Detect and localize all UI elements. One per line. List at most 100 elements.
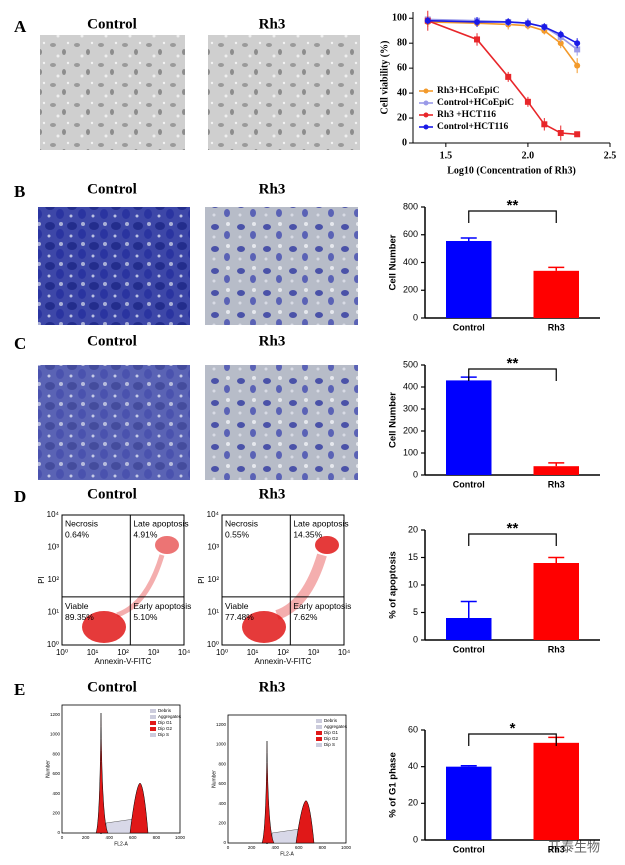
y-axis-label: Cell Number bbox=[388, 392, 399, 448]
panel-letter: A bbox=[14, 17, 27, 36]
legend-label: Rh3+HCoEpiC bbox=[437, 86, 500, 96]
flow-y-tick: 10² bbox=[47, 575, 59, 584]
hist-y-tick: 600 bbox=[52, 771, 60, 776]
flow-y-tick: 10¹ bbox=[47, 608, 59, 617]
flow-x-tick: 10³ bbox=[308, 648, 320, 657]
hist-x-tick: 200 bbox=[82, 835, 90, 840]
data-point bbox=[524, 98, 531, 105]
hist-legend-label: Dip S bbox=[324, 742, 335, 747]
quadrant-label: 14.35% bbox=[293, 529, 322, 539]
hist-legend-swatch bbox=[150, 709, 156, 713]
hist-y-tick: 400 bbox=[218, 801, 226, 806]
data-point bbox=[474, 36, 481, 43]
bar bbox=[533, 466, 579, 475]
quadrant-label: 0.55% bbox=[225, 529, 250, 539]
legend-label: Control+HCoEpiC bbox=[437, 98, 514, 108]
hist-legend-swatch bbox=[150, 721, 156, 725]
flow-y-tick: 10³ bbox=[47, 543, 59, 552]
y-tick-label: 10 bbox=[408, 579, 418, 589]
image-label: Rh3 bbox=[259, 486, 286, 502]
quadrant-label: Late apoptosis bbox=[293, 518, 348, 528]
y-tick-label: 600 bbox=[403, 229, 418, 239]
flow-x-label: Annexin-V-FITC bbox=[95, 657, 152, 666]
y-tick-label: 0 bbox=[413, 634, 418, 644]
y-tick-label: 60 bbox=[397, 62, 407, 73]
quadrant-label: Early apoptosis bbox=[133, 601, 191, 611]
significance-label: ** bbox=[507, 520, 519, 537]
quadrant-label: 0.64% bbox=[65, 529, 90, 539]
flow-x-tick: 10⁰ bbox=[56, 648, 68, 657]
y-axis-label: % of G1 phase bbox=[388, 752, 399, 817]
y-tick-label: 0 bbox=[402, 137, 407, 148]
y-tick-label: 0 bbox=[413, 834, 418, 844]
panel-letter: C bbox=[14, 334, 26, 353]
legend-marker bbox=[423, 124, 429, 130]
legend-marker bbox=[423, 112, 429, 118]
hist-y-tick: 1000 bbox=[216, 742, 227, 747]
panel-letter: B bbox=[14, 182, 25, 201]
legend-marker bbox=[423, 100, 429, 106]
image-label: Control bbox=[87, 333, 137, 349]
x-tick-label: Rh3 bbox=[548, 322, 565, 332]
image-label: Rh3 bbox=[259, 679, 286, 695]
y-axis-label: % of apoptosis bbox=[388, 551, 399, 619]
micrograph bbox=[40, 35, 185, 150]
data-point bbox=[524, 20, 531, 27]
hist-legend-label: Dip G2 bbox=[158, 726, 173, 731]
flow-x-tick: 10² bbox=[277, 648, 289, 657]
cell-cloud bbox=[155, 536, 179, 554]
hist-x-tick: 400 bbox=[271, 845, 279, 850]
cell-scatter bbox=[116, 554, 165, 618]
flow-y-tick: 10¹ bbox=[207, 608, 219, 617]
hist-x-tick: 200 bbox=[248, 845, 256, 850]
legend-label: Rh3 +HCT116 bbox=[437, 110, 496, 120]
bar bbox=[446, 380, 492, 475]
x-tick-label: Rh3 bbox=[548, 479, 565, 489]
y-tick-label: 20 bbox=[408, 798, 418, 808]
hist-y-tick: 800 bbox=[52, 751, 60, 756]
quadrant-label: 5.10% bbox=[133, 612, 158, 622]
y-tick-label: 20 bbox=[397, 112, 407, 123]
y-tick-label: 40 bbox=[397, 87, 407, 98]
data-point bbox=[541, 23, 548, 30]
flow-x-label: Annexin-V-FITC bbox=[255, 657, 312, 666]
hist-legend-label: Dip G1 bbox=[324, 730, 339, 735]
image-label: Control bbox=[87, 181, 137, 197]
x-tick-label: Control bbox=[453, 479, 485, 489]
quadrant-label: 89.35% bbox=[65, 612, 94, 622]
x-tick-label: 2.5 bbox=[604, 150, 617, 161]
y-axis-label: Cell viability (%) bbox=[379, 41, 390, 115]
significance-bracket bbox=[468, 368, 557, 381]
flow-y-tick: 10⁰ bbox=[47, 640, 59, 649]
x-tick-label: Rh3 bbox=[548, 844, 565, 854]
quadrant-label: Early apoptosis bbox=[293, 601, 351, 611]
y-tick-label: 200 bbox=[403, 285, 418, 295]
bar bbox=[446, 766, 492, 840]
y-tick-label: 300 bbox=[403, 403, 418, 413]
hist-legend-swatch bbox=[316, 737, 322, 741]
hist-y-tick: 800 bbox=[218, 761, 226, 766]
image-label: Rh3 bbox=[259, 16, 286, 32]
x-tick-label: Rh3 bbox=[548, 644, 565, 654]
flow-y-tick: 10² bbox=[207, 575, 219, 584]
hist-legend-label: Dip S bbox=[158, 732, 169, 737]
x-tick-label: Control bbox=[453, 644, 485, 654]
hist-x-tick: 1000 bbox=[341, 845, 352, 850]
x-tick-label: Control bbox=[453, 844, 485, 854]
image-label: Control bbox=[87, 486, 137, 502]
hist-x-tick: 0 bbox=[61, 835, 64, 840]
bar bbox=[533, 563, 579, 640]
hist-legend-swatch bbox=[150, 715, 156, 719]
image-label: Rh3 bbox=[259, 333, 286, 349]
hist-x-tick: 400 bbox=[105, 835, 113, 840]
flow-y-tick: 10⁰ bbox=[207, 640, 219, 649]
hist-legend-swatch bbox=[150, 733, 156, 737]
hist-legend-swatch bbox=[316, 731, 322, 735]
hist-legend-label: Dip G2 bbox=[324, 736, 339, 741]
data-point bbox=[474, 18, 481, 25]
hist-y-tick: 0 bbox=[57, 830, 60, 835]
data-point bbox=[505, 73, 512, 80]
flow-x-tick: 10² bbox=[117, 648, 129, 657]
y-tick-label: 100 bbox=[403, 447, 418, 457]
micrograph bbox=[38, 365, 190, 480]
